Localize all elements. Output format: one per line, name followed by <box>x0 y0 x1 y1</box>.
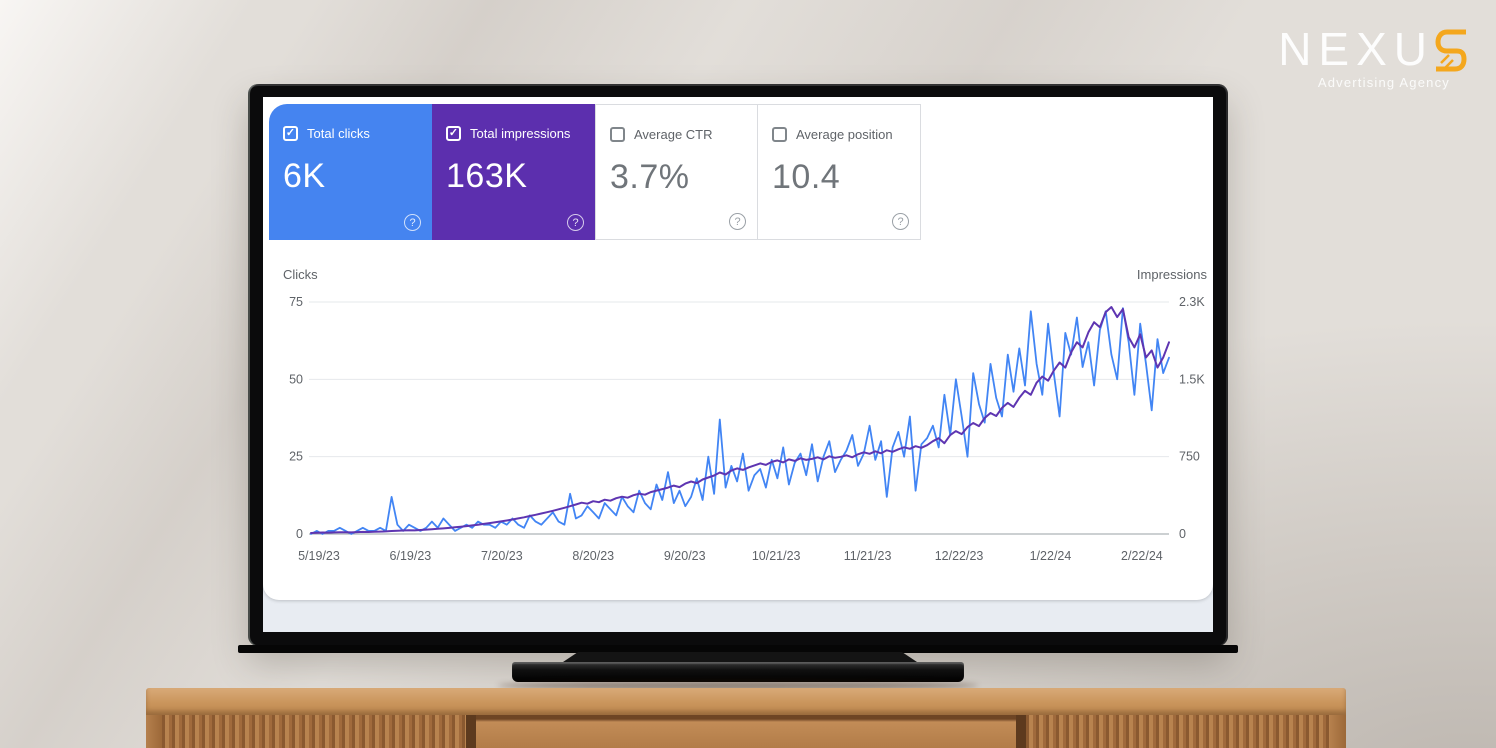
tv-stand-shadow <box>498 681 978 690</box>
x-tick-label: 11/21/23 <box>844 549 892 563</box>
x-tick-label: 12/22/23 <box>935 549 984 563</box>
metric-label: Average position <box>796 127 893 142</box>
performance-chart-area: Clicks Impressions 75 2.3K 50 1.5K 25 750 0 0 5/… <box>263 257 1213 587</box>
tv-bottom-edge <box>238 645 1238 653</box>
wooden-cabinet <box>146 688 1346 748</box>
cabinet-top-surface <box>146 688 1346 715</box>
logo-tagline: Advertising Agency <box>1317 75 1450 90</box>
metric-value: 6K <box>283 157 326 195</box>
cabinet-gap <box>466 715 476 748</box>
metric-cards-row: ✓ Total clicks 6K ? ✓ Total impressions … <box>269 104 921 240</box>
x-tick-label: 5/19/23 <box>298 549 340 563</box>
metric-card-average-position[interactable]: Average position 10.4 ? <box>758 104 921 240</box>
cabinet-right-post <box>1330 715 1346 748</box>
cabinet-body <box>146 715 1346 748</box>
y-left-tick-label: 25 <box>289 450 303 464</box>
x-tick-label: 9/20/23 <box>664 549 706 563</box>
help-icon[interactable]: ? <box>567 214 584 231</box>
cabinet-left-post <box>146 715 162 748</box>
metric-label: Total impressions <box>470 126 571 141</box>
x-tick-label: 8/20/23 <box>572 549 614 563</box>
metric-value: 3.7% <box>610 158 690 196</box>
help-icon[interactable]: ? <box>729 213 746 230</box>
y-right-tick-label: 750 <box>1179 450 1200 464</box>
question-mark: ? <box>409 216 416 229</box>
dashboard-panel: ✓ Total clicks 6K ? ✓ Total impressions … <box>263 97 1213 600</box>
metric-label: Total clicks <box>307 126 370 141</box>
series-line-total-clicks <box>310 307 1170 535</box>
x-tick-label: 6/19/23 <box>390 549 432 563</box>
y-left-tick-label: 50 <box>289 372 303 386</box>
y-axis-title-clicks: Clicks <box>283 267 318 282</box>
cabinet-gap <box>1016 715 1026 748</box>
metric-card-total-impressions[interactable]: ✓ Total impressions 163K ? <box>432 104 595 240</box>
check-icon: ✓ <box>448 127 459 139</box>
y-right-tick-label: 0 <box>1179 527 1186 541</box>
logo-s-icon <box>1435 29 1467 72</box>
checkbox-total-clicks[interactable]: ✓ <box>283 126 298 141</box>
tv-screen: ✓ Total clicks 6K ? ✓ Total impressions … <box>263 97 1213 632</box>
cabinet-drawer <box>476 715 1016 748</box>
x-tick-label: 10/21/23 <box>752 549 801 563</box>
y-right-tick-label: 2.3K <box>1179 295 1205 309</box>
checkbox-total-impressions[interactable]: ✓ <box>446 126 461 141</box>
help-icon[interactable]: ? <box>892 213 909 230</box>
metric-label: Average CTR <box>634 127 713 142</box>
y-left-tick-label: 75 <box>289 295 303 309</box>
checkbox-average-ctr[interactable] <box>610 127 625 142</box>
y-left-tick-label: 0 <box>296 527 303 541</box>
y-right-tick-label: 1.5K <box>1179 372 1205 386</box>
question-mark: ? <box>734 215 741 228</box>
cabinet-right-slats <box>1026 715 1330 748</box>
x-tick-label: 7/20/23 <box>481 549 523 563</box>
metric-value: 10.4 <box>772 158 841 196</box>
question-mark: ? <box>572 216 579 229</box>
checkbox-average-position[interactable] <box>772 127 787 142</box>
question-mark: ? <box>897 215 904 228</box>
tv-stand-base <box>512 662 964 682</box>
tv-frame: ✓ Total clicks 6K ? ✓ Total impressions … <box>248 84 1228 646</box>
metric-card-average-ctr[interactable]: Average CTR 3.7% ? <box>595 104 758 240</box>
check-icon: ✓ <box>285 127 296 139</box>
cabinet-left-slats <box>162 715 466 748</box>
y-axis-title-impressions: Impressions <box>1136 267 1207 282</box>
logo-wordmark: NEXU <box>1278 23 1434 75</box>
performance-line-chart: 75 2.3K 50 1.5K 25 750 0 0 5/19/23 6/19/23 7/20/23… <box>289 295 1205 563</box>
help-icon[interactable]: ? <box>404 214 421 231</box>
x-tick-label: 2/22/24 <box>1121 549 1163 563</box>
series-line-total-impressions <box>310 306 1170 534</box>
nexus-logo: NEXU Advertising Agency <box>1278 26 1470 90</box>
x-tick-label: 1/22/24 <box>1030 549 1072 563</box>
tv-stand-neck <box>560 652 920 664</box>
metric-value: 163K <box>446 157 528 195</box>
metric-card-total-clicks[interactable]: ✓ Total clicks 6K ? <box>269 104 432 240</box>
